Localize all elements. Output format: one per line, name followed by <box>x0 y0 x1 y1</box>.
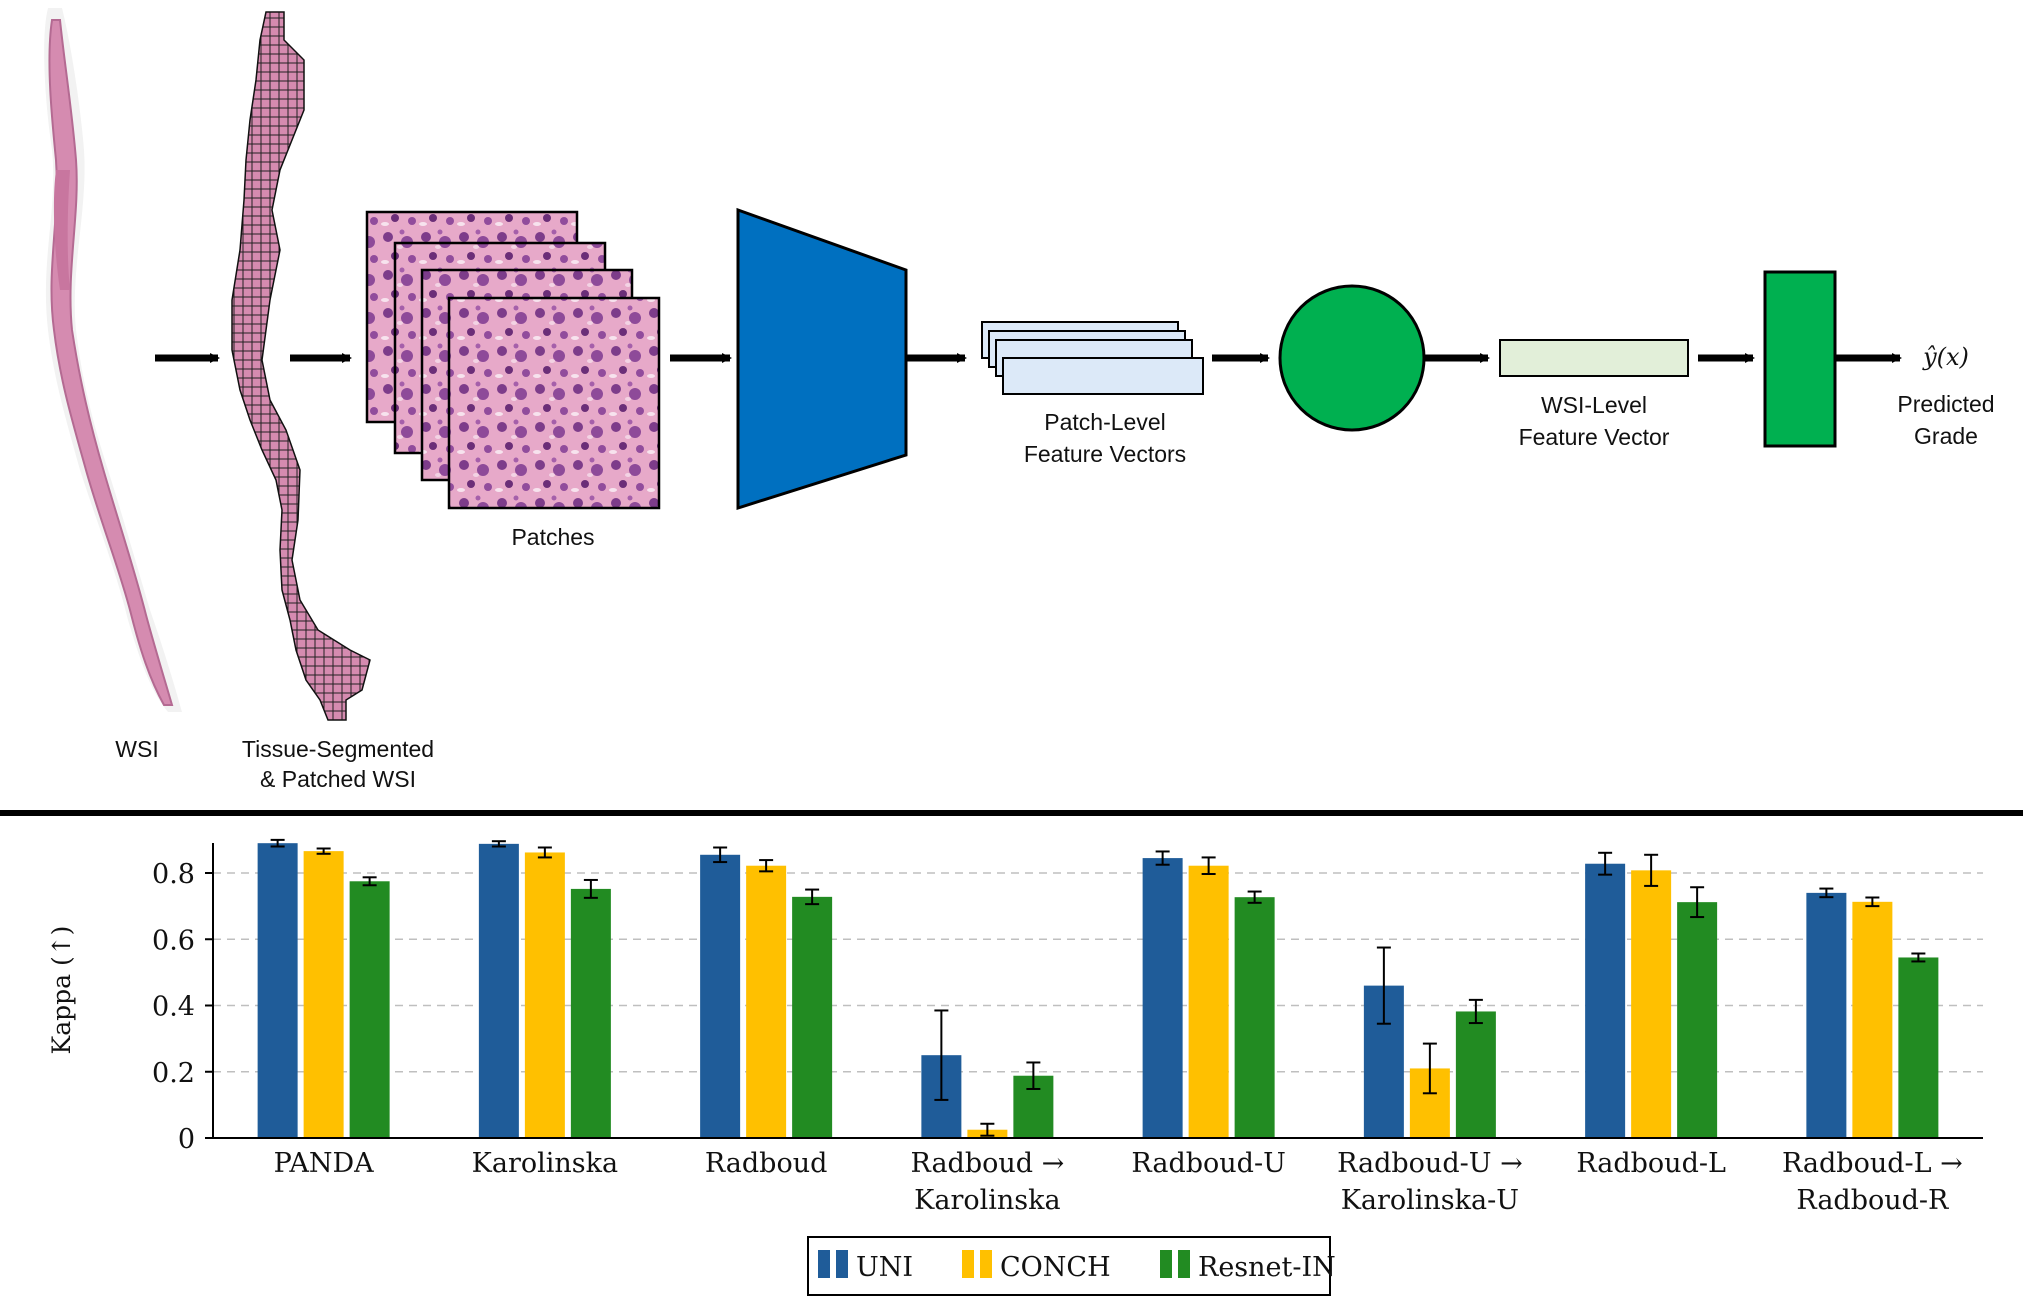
y-tick-label: 0.8 <box>152 859 195 890</box>
bar-conch <box>1852 901 1893 1138</box>
bar-uni <box>257 843 298 1138</box>
x-tick-label: Radboud → <box>911 1148 1065 1179</box>
bar-conch <box>746 865 787 1138</box>
feature-vector <box>1002 357 1204 395</box>
aggregator-circle <box>1278 284 1426 432</box>
bar-uni <box>478 843 519 1138</box>
legend-swatch <box>980 1250 992 1278</box>
x-tick-label: Radboud-U <box>1131 1148 1285 1179</box>
legend-label: Resnet-IN <box>1198 1252 1336 1283</box>
patch-features-label-line2: Feature Vectors <box>1024 441 1186 467</box>
bar-resnet-in <box>570 888 611 1138</box>
bar-conch <box>1631 870 1672 1138</box>
patch-stack <box>365 210 661 510</box>
x-tick-label: Radboud <box>705 1148 828 1179</box>
x-tick-label: Radboud-R <box>1796 1185 1949 1216</box>
y-tick-labels: 0 0.2 0.4 0.6 0.8 <box>152 859 213 1155</box>
y-tick-label: 0.6 <box>152 925 195 956</box>
legend-box <box>807 1236 1331 1296</box>
x-tick-label: Karolinska <box>914 1185 1060 1216</box>
y-tick-label: 0.2 <box>152 1058 195 1089</box>
segmented-label-line1: Tissue-Segmented <box>242 736 434 762</box>
x-tick-label: Radboud-U → <box>1337 1148 1523 1179</box>
kappa-bar-chart: 0 0.2 0.4 0.6 0.8 PANDA Karolinska Radboud Radb… <box>47 838 1983 1296</box>
segmented-wsi <box>231 11 371 721</box>
pipeline-diagram: WSI Tissue-Segmented & Patched WSI Patch… <box>44 8 1995 792</box>
x-tick-label: Karolinska <box>472 1148 618 1179</box>
wsi-feature-label-line1: WSI-Level <box>1541 392 1647 418</box>
patches-label: Patches <box>511 524 594 550</box>
output-label-line1: Predicted <box>1897 391 1994 417</box>
legend: UNI CONCH Resnet-IN <box>807 1236 1336 1296</box>
bar-uni <box>1585 863 1626 1138</box>
bar-conch <box>1188 865 1229 1138</box>
bar-conch <box>303 851 344 1138</box>
wsi-thumbnail <box>44 8 182 712</box>
patch-features-label-line1: Patch-Level <box>1044 409 1165 435</box>
x-tick-labels: PANDA Karolinska Radboud Radboud → Karolinsk… <box>274 1148 1963 1216</box>
wsi-label: WSI <box>115 736 158 762</box>
bar-resnet-in <box>1677 902 1718 1138</box>
legend-swatch <box>1160 1250 1172 1278</box>
bars <box>257 843 1939 1138</box>
wsi-feature-label-line2: Feature Vector <box>1519 424 1670 450</box>
output-symbol: ŷ(x) <box>1922 343 1969 371</box>
patch-image <box>447 296 661 510</box>
wsi-feature-vector <box>1499 339 1689 377</box>
legend-label: CONCH <box>1000 1252 1111 1283</box>
legend-swatch <box>962 1250 974 1278</box>
x-tick-label: Karolinska-U <box>1341 1185 1519 1216</box>
legend-label: UNI <box>856 1252 913 1283</box>
classifier-block <box>1763 270 1837 448</box>
x-tick-label: Radboud-L → <box>1782 1148 1963 1179</box>
bar-resnet-in <box>349 881 390 1138</box>
patch-encoder-shape <box>736 207 908 511</box>
output-label-line2: Grade <box>1914 423 1978 449</box>
bar-resnet-in <box>792 896 833 1138</box>
grid-lines <box>213 872 1983 1073</box>
legend-swatch <box>818 1250 830 1278</box>
x-tick-label: Radboud-L <box>1576 1148 1726 1179</box>
bar-resnet-in <box>1898 957 1939 1138</box>
bar-resnet-in <box>1234 897 1275 1138</box>
y-axis-label: Kappa (↑) <box>47 926 76 1055</box>
bar-uni <box>700 854 741 1138</box>
bar-uni <box>1806 892 1847 1138</box>
patch-feature-vectors <box>981 321 1204 395</box>
axes <box>212 843 1983 1139</box>
y-tick-label: 0.4 <box>152 992 195 1023</box>
error-bars <box>270 838 1926 1137</box>
segmented-label-line2: & Patched WSI <box>260 766 416 792</box>
bar-conch <box>524 852 565 1138</box>
x-tick-label: PANDA <box>274 1148 374 1179</box>
y-tick-label: 0 <box>178 1124 195 1155</box>
bar-resnet-in <box>1455 1011 1496 1138</box>
legend-swatch <box>836 1250 848 1278</box>
legend-swatch <box>1178 1250 1190 1278</box>
bar-uni <box>1142 858 1183 1138</box>
